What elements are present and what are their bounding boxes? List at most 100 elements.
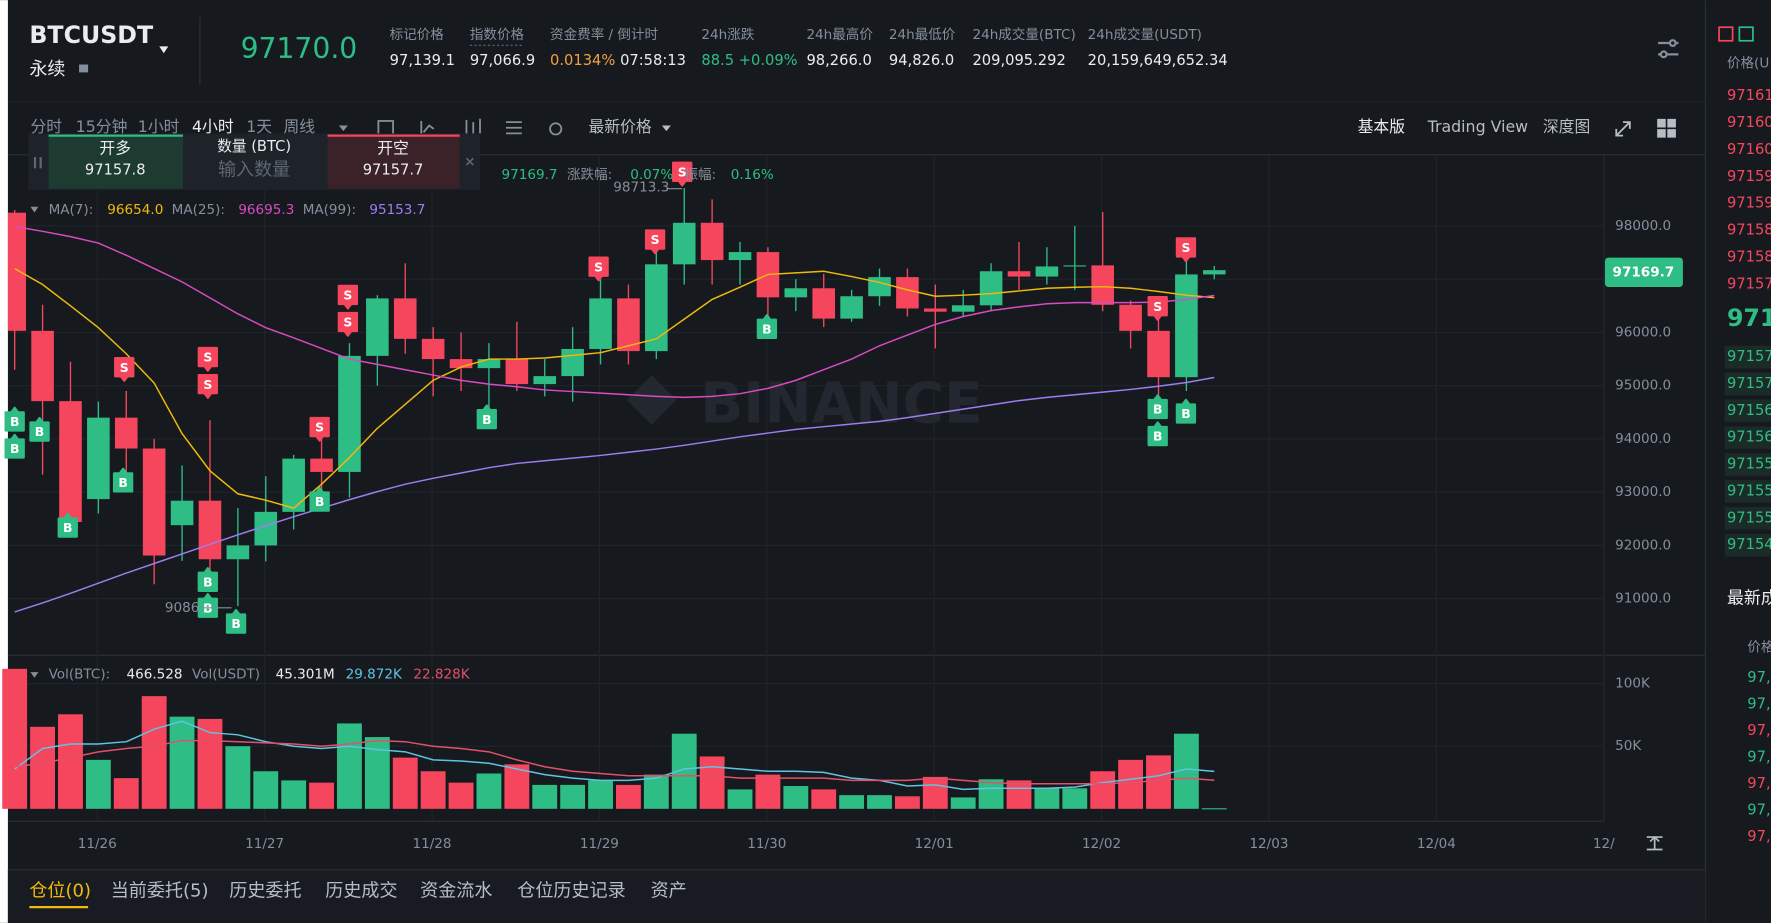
- volume-bar: [58, 714, 83, 809]
- vol-ma-value: 22.828K: [413, 666, 470, 682]
- drag-handle[interactable]: [33, 157, 42, 169]
- view-tab[interactable]: Trading View: [1427, 117, 1529, 136]
- x-tick-label: 12/: [1593, 836, 1615, 852]
- interval-tab[interactable]: 4小时: [192, 117, 234, 136]
- bottom-tab[interactable]: 历史成交: [325, 880, 397, 901]
- trade-marker-label: S: [120, 360, 129, 375]
- stat-label: 24h涨跌: [701, 27, 754, 43]
- bottom-tab[interactable]: 仓位(0): [29, 880, 91, 901]
- orderbook-mid: 971: [1727, 304, 1771, 332]
- gear-icon[interactable]: [549, 122, 563, 136]
- ask-price: 97161.: [1727, 87, 1771, 104]
- volume-bar: [588, 780, 613, 809]
- bottom-tab[interactable]: 资产: [651, 880, 687, 901]
- interval-dropdown[interactable]: [338, 125, 348, 132]
- high-label: 98713.3: [613, 180, 669, 196]
- watermark-logo: [626, 375, 677, 425]
- trade-marker-label: B: [762, 321, 771, 336]
- volume-bar: [1146, 755, 1171, 809]
- candle-body: [282, 458, 305, 512]
- orderbook-icons[interactable]: [1718, 26, 1754, 42]
- y-tick-label: 94000.0: [1615, 431, 1671, 447]
- candle-body: [393, 298, 417, 339]
- short-button[interactable]: [327, 135, 460, 189]
- trade-marker-label: S: [651, 232, 660, 247]
- settings-icon[interactable]: [1658, 39, 1679, 59]
- interval-tab[interactable]: 分时: [30, 117, 62, 136]
- stat-label: 24h最低价: [889, 27, 956, 43]
- trade-marker-label: S: [1181, 240, 1190, 255]
- interval-tab[interactable]: 1天: [246, 117, 272, 136]
- ma-collapse[interactable]: [30, 206, 39, 213]
- trade-price: 97,: [1747, 748, 1770, 765]
- trade-marker-label: S: [678, 164, 687, 179]
- volume-bar: [560, 784, 586, 809]
- candle-body: [561, 348, 584, 377]
- candle-body: [254, 511, 278, 546]
- bid-depth: [1724, 372, 1771, 396]
- candle-body: [198, 500, 222, 560]
- candle-body: [1035, 266, 1059, 277]
- info-change: 0.07%: [630, 167, 673, 183]
- bottom-tab[interactable]: 历史委托: [229, 880, 301, 901]
- candle-body: [868, 277, 891, 297]
- bottom-tab[interactable]: 当前委托(5): [111, 880, 209, 901]
- volume-bar: [811, 789, 837, 809]
- volume-bar: [950, 797, 976, 809]
- bottom-tab[interactable]: 仓位历史记录: [517, 880, 625, 901]
- price-type[interactable]: 最新价格: [588, 117, 651, 136]
- trade-marker: [756, 314, 778, 339]
- trade-marker-label: B: [1153, 429, 1162, 444]
- close-widget[interactable]: [465, 157, 474, 166]
- volume-bar: [309, 782, 334, 809]
- bid-price: 97155.: [1727, 482, 1771, 499]
- trade-marker-label: B: [35, 424, 44, 439]
- grid-icon[interactable]: [1657, 118, 1676, 138]
- short-label[interactable]: 开空: [377, 139, 409, 158]
- candle-body: [784, 288, 808, 298]
- candle-body: [896, 277, 919, 309]
- interval-tab[interactable]: 周线: [283, 117, 315, 136]
- x-tick-label: 12/02: [1082, 836, 1121, 852]
- price-type-dropdown[interactable]: [661, 125, 671, 132]
- bottom-tab[interactable]: 资金流水: [420, 880, 492, 901]
- trade-marker: [197, 593, 218, 618]
- view-tab[interactable]: 基本版: [1358, 117, 1406, 136]
- ma-line: [14, 376, 1215, 613]
- fullscreen-icon[interactable]: [1615, 121, 1631, 137]
- vol-collapse[interactable]: [30, 672, 39, 678]
- bid-depth: [1724, 345, 1771, 369]
- bid-price: 97155.: [1727, 509, 1771, 526]
- volume-bar: [532, 784, 558, 809]
- volume-bar: [2, 668, 28, 809]
- contract-type: 永续: [29, 59, 65, 80]
- symbol[interactable]: BTCUSDT: [29, 21, 154, 49]
- interval-tab[interactable]: 1小时: [138, 117, 180, 136]
- stat-value: 88.5 +0.09%: [701, 52, 797, 69]
- qty-input[interactable]: 输入数量: [218, 160, 290, 181]
- long-label[interactable]: 开多: [99, 139, 131, 158]
- trade-marker-label: B: [482, 412, 491, 427]
- bid-depth: [1724, 533, 1771, 557]
- volume-bar: [85, 759, 111, 809]
- trade-price: 97,: [1747, 722, 1770, 739]
- scale-toggle[interactable]: [1646, 835, 1663, 851]
- bid-price: 97156.: [1727, 402, 1771, 419]
- trade-marker: [309, 486, 330, 512]
- view-tab[interactable]: 深度图: [1543, 117, 1590, 136]
- info-price: 97169.7: [501, 167, 557, 183]
- trade-marker: [114, 357, 135, 382]
- candle-body: [1063, 265, 1087, 267]
- volume-bar: [643, 774, 669, 809]
- trade-marker-label: S: [343, 315, 352, 330]
- layout-icon[interactable]: [506, 121, 522, 135]
- trade-marker: [57, 512, 78, 538]
- contract-icon: [79, 64, 89, 73]
- long-button[interactable]: [48, 135, 183, 189]
- bid-price: 97154.: [1727, 536, 1771, 553]
- bid-price: 97156.: [1727, 429, 1771, 446]
- symbol-dropdown[interactable]: [159, 46, 169, 54]
- interval-tab[interactable]: 15分钟: [76, 117, 128, 136]
- info-amp-label: 振幅:: [684, 167, 716, 183]
